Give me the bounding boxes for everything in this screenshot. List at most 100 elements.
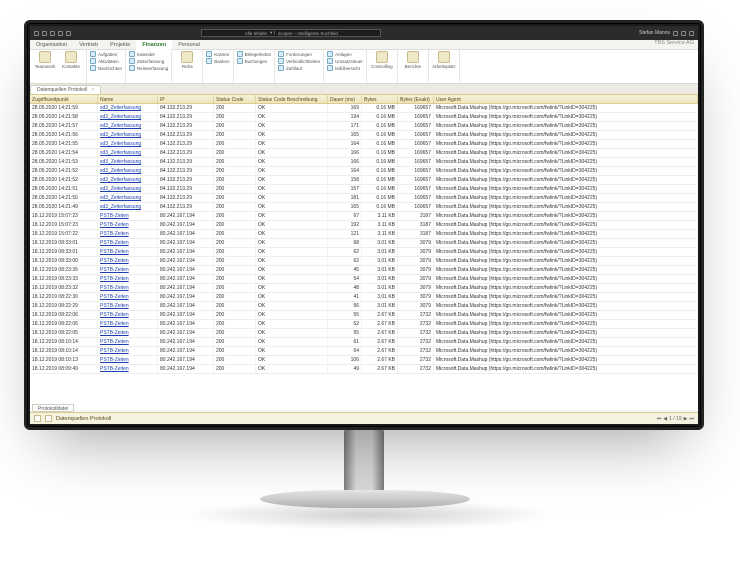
table-row[interactable]: 18.12.2019 08:23:32PSTB-Zeiten80.242.167… xyxy=(30,284,698,293)
ribbon-nachrichten[interactable]: Nachrichten xyxy=(90,65,122,71)
table-row[interactable]: 28.05.2020 14:21:59sd3_Zeiterfassung84.1… xyxy=(30,104,698,113)
table-row[interactable]: 28.05.2020 14:21:49sd3_Zeiterfassung84.1… xyxy=(30,203,698,212)
column-header[interactable]: Zugriffszeitpunkt xyxy=(30,95,98,103)
ribbon-reiseerfassung[interactable]: Reiseerfassung xyxy=(129,65,168,71)
table-row[interactable]: 18.12.2019 08:10:14PSTB-Zeiten80.242.167… xyxy=(30,347,698,356)
table-row[interactable]: 18.12.2019 15:07:22PSTB-Zeiten80.242.167… xyxy=(30,230,698,239)
table-row[interactable]: 18.12.2019 08:33:01PSTB-Zeiten80.242.167… xyxy=(30,248,698,257)
menu-tab-projekte[interactable]: Projekte xyxy=(104,40,136,49)
table-row[interactable]: 18.12.2019 08:22:05PSTB-Zeiten80.242.167… xyxy=(30,329,698,338)
table-row[interactable]: 18.12.2019 15:07:23PSTB-Zeiten80.242.167… xyxy=(30,212,698,221)
menu-tab-personal[interactable]: Personal xyxy=(172,40,206,49)
monitor-base xyxy=(260,490,470,508)
table-row[interactable]: 18.12.2019 08:33:00PSTB-Zeiten80.242.167… xyxy=(30,257,698,266)
table-row[interactable]: 28.05.2020 14:21:50sd3_Zeiterfassung84.1… xyxy=(30,194,698,203)
qat-icon[interactable] xyxy=(66,31,71,36)
ribbon-arbeitsplatz[interactable]: Arbeitsplatz xyxy=(432,51,456,82)
table-row[interactable]: 28.05.2020 14:21:56sd3_Zeiterfassung84.1… xyxy=(30,131,698,140)
ribbon-zahllauf[interactable]: Zahllauf xyxy=(278,65,320,71)
table-row[interactable]: 18.12.2019 08:22:30PSTB-Zeiten80.242.167… xyxy=(30,293,698,302)
table-row[interactable]: 18.12.2019 08:33:01PSTB-Zeiten80.242.167… xyxy=(30,239,698,248)
table-row[interactable]: 28.05.2020 14:21:57sd3_Zeiterfassung84.1… xyxy=(30,122,698,131)
table-row[interactable]: 18.12.2019 15:07:23PSTB-Zeiten80.242.167… xyxy=(30,221,698,230)
ribbon-teamwork[interactable]: Teamwork xyxy=(33,51,57,82)
tab-close-icon[interactable]: × xyxy=(91,87,94,93)
cell: 61 xyxy=(328,338,362,346)
ribbon-aufgaben[interactable]: Aufgaben xyxy=(90,51,122,57)
ribbon-reha[interactable]: Reha xyxy=(175,51,199,82)
column-header[interactable]: IP xyxy=(158,95,214,103)
tab-datenquellen-protokoll[interactable]: Datenquellen Protokoll× xyxy=(30,85,101,94)
table-row[interactable]: 18.12.2019 08:09:49PSTB-Zeiten80.242.167… xyxy=(30,365,698,374)
table-row[interactable]: 18.12.2019 08:22:06PSTB-Zeiten80.242.167… xyxy=(30,320,698,329)
ribbon-beleg[interactable]: Belegerkebtn xyxy=(237,51,272,57)
column-header[interactable]: Bytes (Exakt) xyxy=(398,95,434,103)
minimize-icon[interactable] xyxy=(673,31,678,36)
table-row[interactable]: 28.05.2020 14:21:55sd3_Zeiterfassung84.1… xyxy=(30,140,698,149)
qat-icon[interactable] xyxy=(42,31,47,36)
table-row[interactable]: 18.12.2019 08:23:35PSTB-Zeiten80.242.167… xyxy=(30,266,698,275)
table-row[interactable]: 28.05.2020 14:21:54sd3_Zeiterfassung84.1… xyxy=(30,149,698,158)
table-row[interactable]: 18.12.2019 08:10:13PSTB-Zeiten80.242.167… xyxy=(30,356,698,365)
ribbon-kassen[interactable]: Kassen xyxy=(206,51,229,57)
ribbon-buchungen[interactable]: Buchungen xyxy=(237,58,272,64)
table-row[interactable]: 18.12.2019 08:23:33PSTB-Zeiten80.242.167… xyxy=(30,275,698,284)
ribbon-controlling[interactable]: Controlling xyxy=(370,51,394,82)
cell: PSTB-Zeiten xyxy=(98,356,158,364)
table-row[interactable]: 18.12.2019 08:10:14PSTB-Zeiten80.242.167… xyxy=(30,338,698,347)
cell: sd3_Zeiterfassung xyxy=(98,149,158,157)
pager-first-icon[interactable]: ⏮ xyxy=(657,416,662,422)
ribbon-verbindlichkeiten[interactable]: Verbindlichkeiten xyxy=(278,58,320,64)
table-row[interactable]: 28.05.2020 14:21:52sd3_Zeiterfassung84.1… xyxy=(30,167,698,176)
table-row[interactable]: 18.12.2019 08:22:06PSTB-Zeiten80.242.167… xyxy=(30,311,698,320)
cell: Microsoft.Data.Mashup (https://go.micros… xyxy=(434,194,698,202)
menu-tab-finanzen[interactable]: Finanzen xyxy=(136,40,172,50)
pager-next-icon[interactable]: ▶ xyxy=(684,416,688,422)
cell: 194 xyxy=(328,113,362,121)
pager-prev-icon[interactable]: ◀ xyxy=(663,416,667,422)
table-row[interactable]: 28.05.2020 14:21:51sd3_Zeiterfassung84.1… xyxy=(30,185,698,194)
qat-icon[interactable] xyxy=(58,31,63,36)
maximize-icon[interactable] xyxy=(681,31,686,36)
ribbon-anlagen[interactable]: Anlagen xyxy=(327,51,363,57)
cell: 200 xyxy=(214,185,256,193)
cell: PSTB-Zeiten xyxy=(98,365,158,373)
ribbon-banken[interactable]: Banken xyxy=(206,58,229,64)
ribbon-umsatzsteuer[interactable]: Umsatzsteuer xyxy=(327,58,363,64)
pager-last-icon[interactable]: ⏭ xyxy=(689,416,694,422)
column-header[interactable]: Name xyxy=(98,95,158,103)
cell: OK xyxy=(256,248,328,256)
cell: 3.01 KB xyxy=(362,257,398,265)
column-header[interactable]: Dauer (ms) xyxy=(328,95,362,103)
user-name[interactable]: Stefan Manns xyxy=(639,30,670,36)
column-header[interactable]: Status Code xyxy=(214,95,256,103)
cell: 165 xyxy=(328,131,362,139)
table-row[interactable]: 28.05.2020 14:21:53sd3_Zeiterfassung84.1… xyxy=(30,158,698,167)
table-row[interactable]: 28.05.2020 14:21:52sd3_Zeiterfassung84.1… xyxy=(30,176,698,185)
ribbon-uebersicht[interactable]: teilÜbersicht xyxy=(327,65,363,71)
cell: 18.12.2019 15:07:23 xyxy=(30,221,98,229)
ribbon-aktivitaeten[interactable]: Aktivitäten xyxy=(90,58,122,64)
pager[interactable]: ⏮ ◀ 1 / 19 ▶ ⏭ xyxy=(657,416,694,422)
ribbon-zeiterfassung[interactable]: Zeiterfassung xyxy=(129,58,168,64)
cell: 84.132.213.29 xyxy=(158,194,214,202)
sheet-tab-protokolldatei[interactable]: Protokolldatei xyxy=(32,404,74,412)
global-search[interactable]: Alle Inhalte ▾ | scopen – Intelligente S… xyxy=(201,29,381,37)
menu-tab-organisation[interactable]: Organisation xyxy=(30,40,73,49)
cell: 54 xyxy=(328,275,362,283)
ribbon-berichte[interactable]: Berichte xyxy=(401,51,425,82)
menu-tab-vertrieb[interactable]: Vertrieb xyxy=(73,40,104,49)
column-header[interactable]: User Agent xyxy=(434,95,698,103)
cell: 164 xyxy=(328,140,362,148)
qat-icon[interactable] xyxy=(50,31,55,36)
ribbon-kontakte[interactable]: Kontakte xyxy=(59,51,83,82)
cell: 3.01 KB xyxy=(362,266,398,274)
close-icon[interactable] xyxy=(689,31,694,36)
cell: 84.132.213.29 xyxy=(158,158,214,166)
table-row[interactable]: 28.05.2020 14:21:58sd3_Zeiterfassung84.1… xyxy=(30,113,698,122)
ribbon-kalender[interactable]: Kalender xyxy=(129,51,168,57)
table-row[interactable]: 18.12.2019 08:22:29PSTB-Zeiten80.242.167… xyxy=(30,302,698,311)
column-header[interactable]: Bytes xyxy=(362,95,398,103)
column-header[interactable]: Status Code Beschreibung xyxy=(256,95,328,103)
ribbon-forderungen[interactable]: Forderungen xyxy=(278,51,320,57)
